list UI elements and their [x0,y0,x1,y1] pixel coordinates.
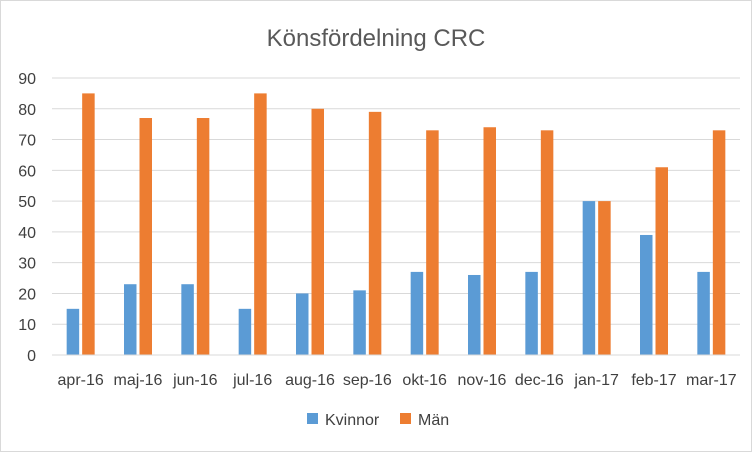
y-tick-label: 10 [18,317,36,334]
y-tick-label: 90 [18,71,36,88]
bar-kvinnor-nov-16 [468,274,481,355]
bar-man-jul-16 [254,93,267,355]
bar-man-sep-16 [368,111,382,355]
y-axis-ticks: 0 10 20 30 40 50 60 70 80 90 [18,71,36,365]
y-tick-label: 80 [18,102,36,119]
x-tick-label: maj-16 [114,372,163,389]
y-tick-label: 0 [27,348,36,365]
bar-man-maj-16 [139,118,152,355]
legend: Kvinnor Män [307,412,449,429]
bar-kvinnor-maj-16 [124,284,137,355]
x-tick-label: jun-16 [172,372,218,389]
x-tick-label: apr-16 [58,372,104,389]
bar-man-nov-16 [483,127,496,355]
bar-man-aug-16 [311,108,324,356]
y-tick-label: 50 [18,194,36,211]
bar-kvinnor-dec-16 [525,271,538,355]
bar-kvinnor-sep-16 [353,290,366,355]
y-tick-label: 20 [18,286,36,303]
y-tick-label: 70 [18,133,36,150]
x-tick-label: jan-17 [573,372,619,389]
x-tick-label: dec-16 [515,372,564,389]
y-tick-label: 40 [18,225,36,242]
x-axis: apr-16 maj-16 jun-16 jul-16 aug-16 sep-16 okt-… [52,354,740,389]
y-tick-label: 30 [18,256,36,273]
legend-label-man: Män [418,412,449,429]
legend-label-kvinnor: Kvinnor [325,412,380,429]
bars [66,93,726,356]
bar-man-jan-17 [598,201,611,355]
gridlines [52,77,740,325]
x-tick-label: okt-16 [402,372,447,389]
bar-kvinnor-aug-16 [296,293,309,355]
bar-kvinnor-mar-17 [697,271,710,355]
bar-kvinnor-apr-16 [66,308,80,355]
bar-man-jun-16 [196,118,210,355]
bar-kvinnor-feb-17 [640,234,653,355]
x-tick-label: nov-16 [458,372,507,389]
x-tick-label: jul-16 [232,372,272,389]
bar-man-okt-16 [426,130,439,355]
chart-title: Könsfördelning CRC [267,25,486,52]
legend-swatch-kvinnor [307,413,318,424]
bar-man-apr-16 [82,93,95,355]
bar-man-dec-16 [540,130,554,355]
legend-swatch-man [400,413,411,424]
bar-kvinnor-jun-16 [181,284,194,355]
bar-kvinnor-jan-17 [582,201,596,355]
bar-kvinnor-jul-16 [238,308,252,355]
x-tick-label: sep-16 [343,372,392,389]
bar-man-feb-17 [655,167,668,355]
x-tick-label: feb-17 [631,372,676,389]
bar-kvinnor-okt-16 [410,271,424,355]
x-tick-label: aug-16 [285,372,335,389]
y-tick-label: 60 [18,163,36,180]
x-tick-label: mar-17 [686,372,737,389]
bar-man-mar-17 [712,130,726,355]
